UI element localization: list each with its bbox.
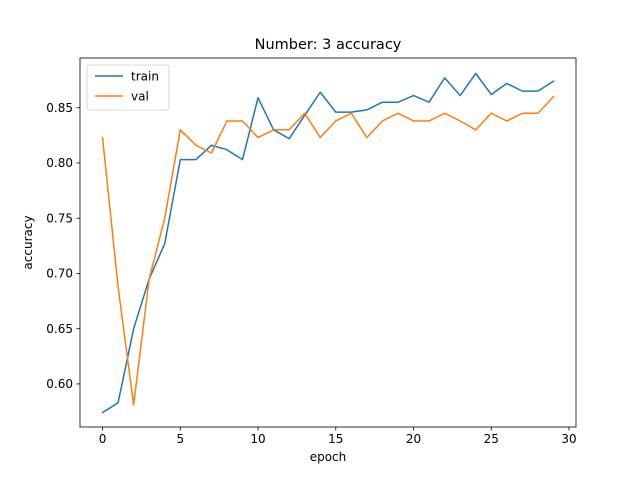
x-tick-label: 5 bbox=[176, 432, 184, 446]
y-tick-label: 0.60 bbox=[46, 377, 73, 391]
y-tick-label: 0.65 bbox=[46, 322, 73, 336]
y-tick-label: 0.70 bbox=[46, 267, 73, 281]
y-axis: 0.60 0.65 0.70 0.75 0.80 0.85 bbox=[46, 101, 80, 391]
y-tick-label: 0.75 bbox=[46, 211, 73, 225]
x-tick-label: 0 bbox=[99, 432, 107, 446]
series-line-train bbox=[101, 72, 555, 414]
y-tick-label: 0.80 bbox=[46, 156, 73, 170]
chart-title: Number: 3 accuracy bbox=[255, 37, 402, 53]
legend: train val bbox=[86, 64, 170, 111]
x-tick-label: 10 bbox=[250, 432, 265, 446]
y-tick-label: 0.85 bbox=[46, 101, 73, 115]
plot-frame bbox=[79, 57, 577, 428]
x-tick-label: 25 bbox=[484, 432, 499, 446]
x-tick-label: 15 bbox=[328, 432, 343, 446]
series-layer bbox=[101, 72, 555, 414]
legend-label-val: val bbox=[131, 89, 149, 103]
series-line-val bbox=[101, 95, 555, 406]
x-tick-label: 30 bbox=[561, 432, 576, 446]
legend-label-train: train bbox=[131, 69, 159, 83]
y-axis-label: accuracy bbox=[21, 215, 35, 269]
x-tick-label: 20 bbox=[406, 432, 421, 446]
x-axis: 0 5 10 15 20 25 30 bbox=[99, 427, 577, 446]
x-axis-label: epoch bbox=[310, 450, 347, 464]
